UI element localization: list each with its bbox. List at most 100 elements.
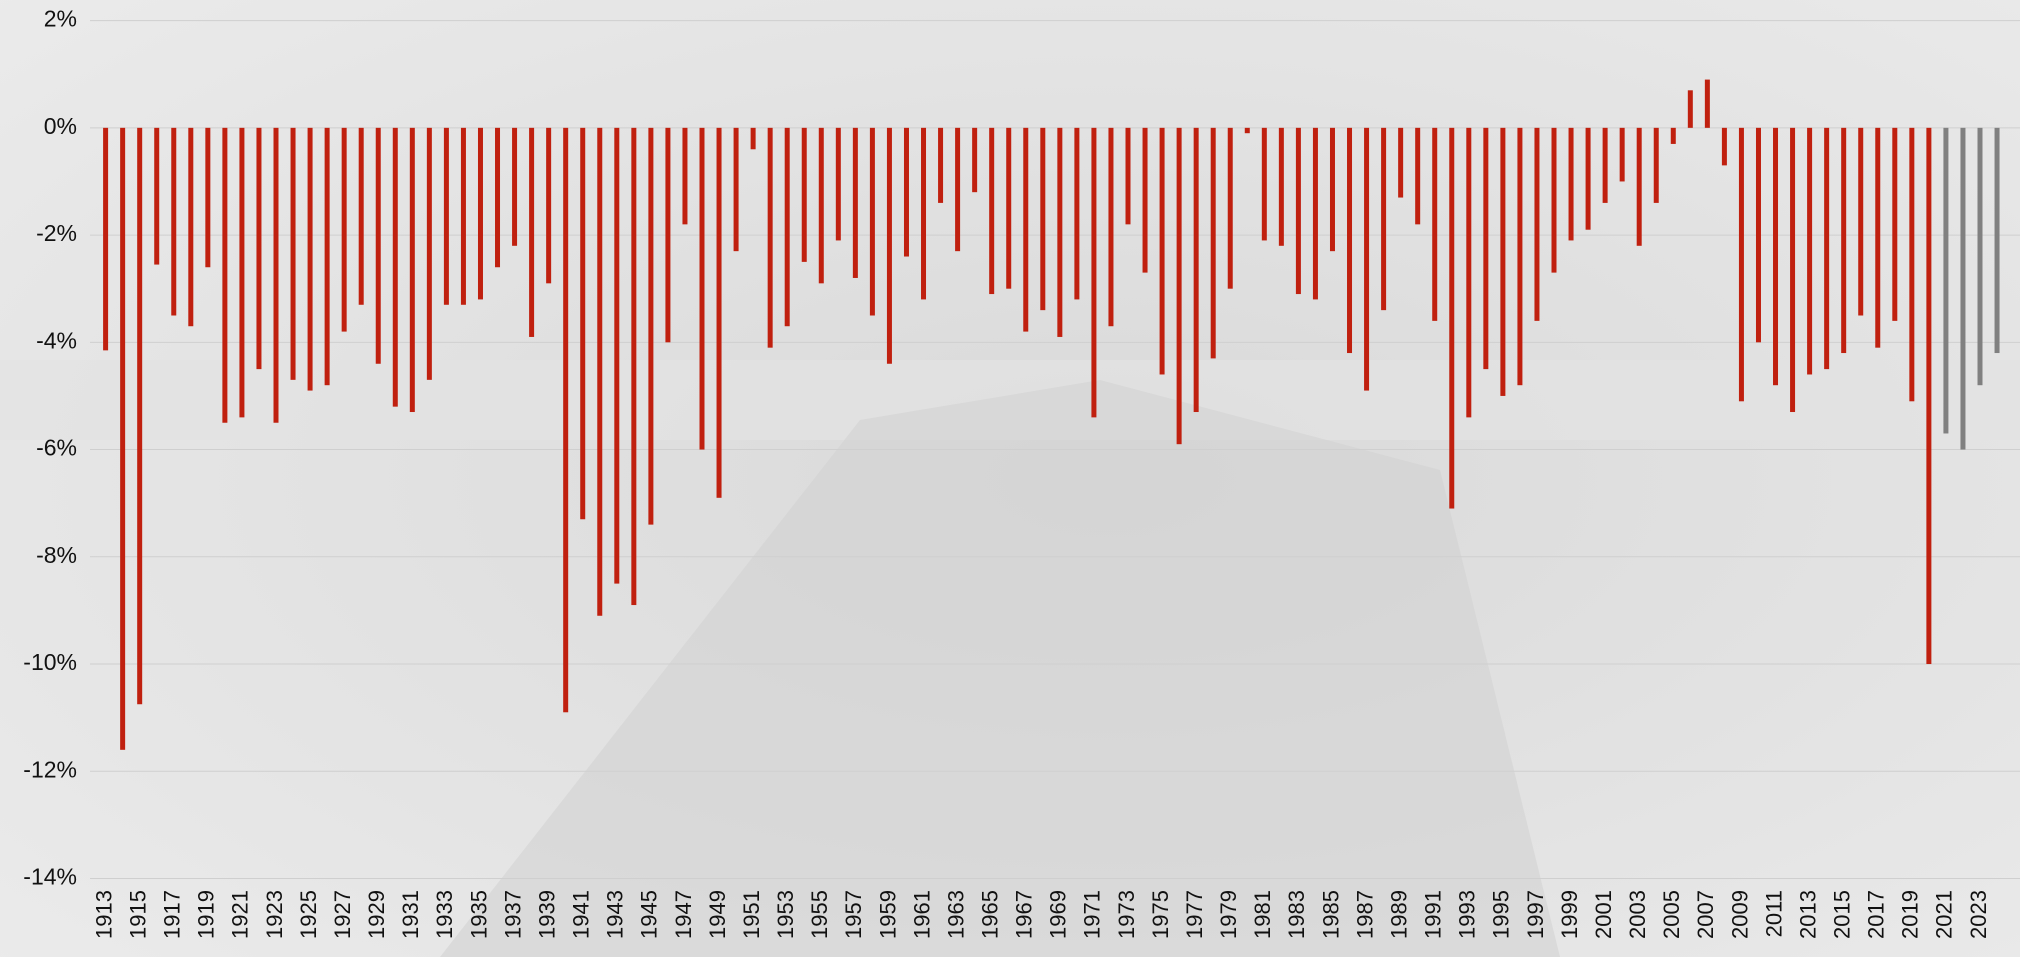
x-tick-label: 1963 [943,890,968,939]
x-tick-label: 1989 [1386,890,1411,939]
bar [1620,128,1625,182]
x-tick-label: 1937 [500,890,525,939]
bar [1126,128,1131,225]
x-tick-label: 1991 [1421,890,1446,939]
bar [921,128,926,300]
x-tick-label: 1931 [398,890,423,939]
x-tick-label: 2017 [1864,890,1889,939]
bar [154,128,159,265]
bar [1722,128,1727,166]
x-tick-label: 1943 [603,890,628,939]
x-tick-label: 1945 [637,890,662,939]
bar [274,128,279,423]
bar [1194,128,1199,412]
x-tick-label: 1955 [807,890,832,939]
x-tick-label: 1995 [1489,890,1514,939]
bar [1279,128,1284,246]
x-tick-label: 1925 [296,890,321,939]
bar [1040,128,1045,310]
bar [1824,128,1829,369]
x-tick-label: 1997 [1523,890,1548,939]
bar [1347,128,1352,353]
bar [325,128,330,385]
bar [1756,128,1761,342]
page: {"chart_data": {"type": "bar", "categori… [0,0,2020,957]
x-tick-label: 1967 [1012,890,1037,939]
bar [1228,128,1233,289]
bar [819,128,824,283]
y-tick-label: -12% [23,756,77,782]
bar [1603,128,1608,203]
chart: -14%-12%-10%-8%-6%-4%-2%0%2%191319151917… [0,0,2020,957]
bar [955,128,960,251]
bar [972,128,977,192]
bar [1023,128,1028,332]
bar [1552,128,1557,273]
x-tick-label: 1965 [977,890,1002,939]
x-tick-label: 1933 [432,890,457,939]
bar [1500,128,1505,396]
bar [904,128,909,257]
bar [1449,128,1454,509]
x-tick-label: 1921 [228,890,253,939]
bar [1534,128,1539,321]
x-tick-label: 1977 [1182,890,1207,939]
x-tick-label: 1927 [330,890,355,939]
bar [1705,80,1710,128]
x-tick-label: 1957 [841,890,866,939]
x-tick-label: 2011 [1761,890,1786,937]
bar [427,128,432,380]
x-tick-label: 2007 [1693,890,1718,939]
bar [1909,128,1914,401]
y-tick-label: -6% [36,435,77,461]
bar [103,128,108,351]
x-tick-label: 1981 [1250,890,1275,939]
bar [1330,128,1335,251]
bar [376,128,381,364]
bar [1978,128,1983,385]
x-tick-label: 1999 [1557,890,1582,939]
bar [1057,128,1062,337]
bar [1790,128,1795,412]
x-tick-label: 2003 [1625,890,1650,939]
x-tick-label: 1913 [91,890,116,939]
x-tick-label: 1929 [364,890,389,939]
y-tick-label: -14% [23,864,77,890]
bar [1398,128,1403,198]
bar [734,128,739,251]
x-tick-label: 1915 [125,890,150,939]
bar [342,128,347,332]
bar [1143,128,1148,273]
bar [1637,128,1642,246]
bar [1995,128,2000,353]
bar [1364,128,1369,391]
x-tick-label: 1917 [160,890,185,939]
x-tick-label: 2009 [1727,890,1752,939]
x-tick-label: 1983 [1284,890,1309,939]
bar [836,128,841,241]
bar [1415,128,1420,225]
bar [1892,128,1897,321]
bar [580,128,585,519]
bar [989,128,994,294]
bar [563,128,568,712]
x-tick-label: 1935 [466,890,491,939]
bar [1807,128,1812,375]
bar [137,128,142,704]
x-tick-label: 1941 [569,890,594,939]
x-tick-label: 1987 [1352,890,1377,939]
bar [205,128,210,267]
bar [665,128,670,342]
x-tick-label: 1949 [705,890,730,939]
bar [1739,128,1744,401]
bar [597,128,602,616]
bar [785,128,790,326]
bar [1245,128,1250,133]
y-tick-label: 2% [44,6,77,32]
bar [546,128,551,283]
bar [359,128,364,305]
bar [1262,128,1267,241]
x-tick-label: 1979 [1216,890,1241,939]
bar [1211,128,1216,359]
bar [1671,128,1676,144]
